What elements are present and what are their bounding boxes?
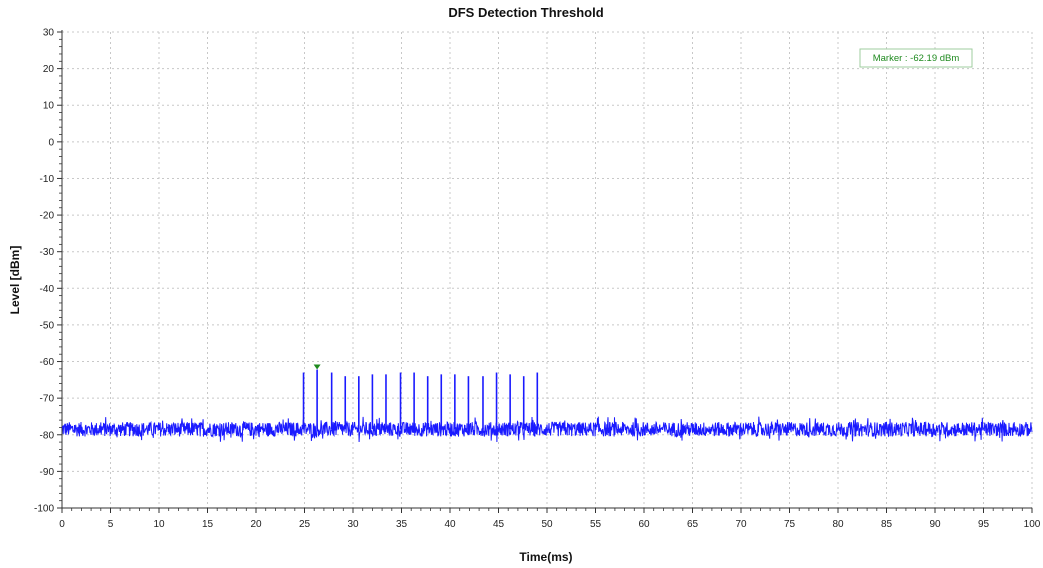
x-tick-label: 90 [929,519,941,530]
y-tick-label: -10 [40,174,55,185]
x-tick-label: 95 [978,519,990,530]
y-axis-label: Level [dBm] [8,246,22,315]
x-tick-label: 30 [347,519,359,530]
x-tick-label: 80 [832,519,844,530]
y-ticks: 30 20 10 0 -10 -20 -30 -40 -50 -60 -70 -80 -90 -100 [34,28,62,515]
marker-label: Marker : -62.19 dBm [873,53,960,64]
marker-layer: Marker : -62.19 dBm [313,48,973,370]
y-tick-label: -70 [40,394,55,405]
chart-title: DFS Detection Threshold [448,5,603,20]
y-tick-label: -50 [40,320,55,331]
x-tick-label: 15 [202,519,214,530]
x-tick-label: 10 [153,519,165,530]
y-tick-label: -100 [34,504,54,515]
x-tick-label: 25 [299,519,311,530]
x-tick-label: 20 [250,519,262,530]
y-tick-label: -20 [40,211,55,222]
y-tick-label: -30 [40,247,55,258]
y-tick-label: -40 [40,284,55,295]
x-axis-label: Time(ms) [519,550,572,564]
y-tick-label: -90 [40,467,55,478]
trace-layer [61,369,1033,443]
x-tick-label: 5 [108,519,114,530]
x-tick-label: 100 [1024,519,1041,530]
y-tick-label: 0 [48,137,54,148]
x-tick-label: 75 [784,519,796,530]
x-tick-label: 85 [881,519,893,530]
y-tick-label: 10 [43,101,55,112]
x-tick-label: 45 [493,519,505,530]
x-tick-label: 0 [59,519,65,530]
x-tick-label: 65 [687,519,699,530]
y-tick-label: -80 [40,430,55,441]
marker-point [313,364,321,370]
y-tick-label: 30 [43,28,55,39]
x-tick-label: 55 [590,519,602,530]
marker-label-box [859,48,973,68]
grid [62,31,1033,508]
x-tick-label: 40 [444,519,456,530]
noise-trace [61,416,1033,443]
y-tick-label: -60 [40,357,55,368]
x-tick-label: 60 [638,519,650,530]
x-tick-label: 70 [735,519,747,530]
x-tick-label: 35 [396,519,408,530]
x-tick-label: 50 [541,519,553,530]
y-tick-label: 20 [43,64,55,75]
x-ticks: 0 5 10 15 20 25 30 35 40 45 50 55 60 65 70 75 80 85 90 95 10… [59,508,1041,530]
